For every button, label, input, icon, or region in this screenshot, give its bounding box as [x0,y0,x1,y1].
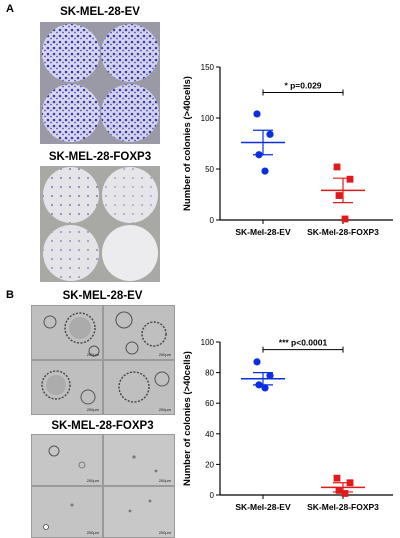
x-tick-label: SK-Mel-28-EV [235,227,291,237]
significance-label: *** p<0.0001 [279,338,328,348]
chart-a: 0 50 100 150 Number of colonies (>40cells) SK… [182,63,393,237]
spheroid-graphic [43,312,100,357]
x-tick-label: SK-Mel-28-FOXP3 [307,502,379,512]
x-tick-label: SK-Mel-28-EV [235,502,291,512]
data-point [341,215,349,223]
panel-b-top-label: SK-MEL-28-EV [62,290,143,302]
data-point [346,479,354,487]
scale-bar-label: 200µm [158,352,171,357]
spheroid-graphic [41,370,96,405]
scale-bar-label: 200µm [86,407,99,412]
data-point [341,490,349,497]
y-tick-label: 0 [210,216,215,225]
y-tick-label: 100 [201,114,215,123]
y-tick-label: 80 [205,369,214,378]
micrograph-ev-2: 200µm [103,305,175,360]
spheroid-graphic [115,311,167,355]
micrograph-foxp3-2: 200µm [103,434,175,486]
significance-label: * p=0.029 [284,81,321,91]
y-tick-label: 150 [201,63,215,72]
spheroid-graphic [43,503,74,530]
y-tick-label: 100 [201,338,215,347]
panel-letter-a: A [6,3,14,15]
data-point [253,358,261,366]
y-tick-label: 40 [205,430,214,439]
data-point [266,372,274,380]
spheroid-graphic [48,445,86,469]
scale-bar-label: 200µm [86,478,99,483]
data-point [266,130,274,138]
data-point [333,474,341,482]
colony-dish-photo-foxp3 [40,166,160,282]
micrograph-ev-1: 200µm [31,305,103,360]
spheroid-micrographs-ev: 200µm 200µm 200µm 200µm [31,305,175,415]
y-tick-label: 60 [205,399,214,408]
data-point [261,167,269,175]
data-point [335,192,343,199]
micrograph-foxp3-4: 200µm [103,486,175,538]
colony-dish-photo-ev [40,22,160,144]
y-axis-label: Number of colonies (>40cells) [182,76,193,211]
micrograph-foxp3-1: 200µm [31,434,103,486]
data-point [335,487,343,494]
spheroid-graphic [128,499,152,513]
data-point [261,384,269,392]
colony-dishes-foxp3-graphic [43,167,158,281]
scale-bar-label: 200µm [86,530,99,535]
micrograph-foxp3-3: 200µm [31,486,103,538]
panel-a-bottom-label: SK-MEL-28-FOXP3 [48,151,152,163]
micrograph-ev-4: 200µm [103,360,175,415]
panel-a-top-label: SK-MEL-28-EV [60,6,140,18]
spheroid-graphic [118,371,170,403]
data-point [333,163,341,171]
x-tick-label: SK-Mel-28-FOXP3 [307,227,379,237]
data-point [255,381,263,389]
y-tick-label: 0 [210,491,215,500]
y-tick-label: 20 [205,460,214,469]
y-tick-label: 50 [205,165,214,174]
data-point [346,175,354,183]
spheroid-graphic [132,455,158,473]
data-point [253,110,261,118]
colony-dishes-ev-graphic [42,24,159,142]
scale-bar-label: 200µm [158,407,171,412]
scale-bar-label: 200µm [158,478,171,483]
scale-bar-label: 200µm [158,530,171,535]
chart-b: 0 20 40 60 80 100 Number of colonies (>40cells… [182,338,393,512]
spheroid-micrographs-foxp3: 200µm 200µm 200µm 200µm [31,434,175,538]
micrograph-ev-3: 200µm [31,360,103,415]
panel-letter-b: B [6,289,14,301]
y-axis-label: Number of colonies (>40cells) [182,351,193,486]
scale-bar-label: 200µm [86,352,99,357]
panel-b-bottom-label: SK-MEL-28-FOXP3 [51,420,154,432]
data-point [255,151,263,159]
